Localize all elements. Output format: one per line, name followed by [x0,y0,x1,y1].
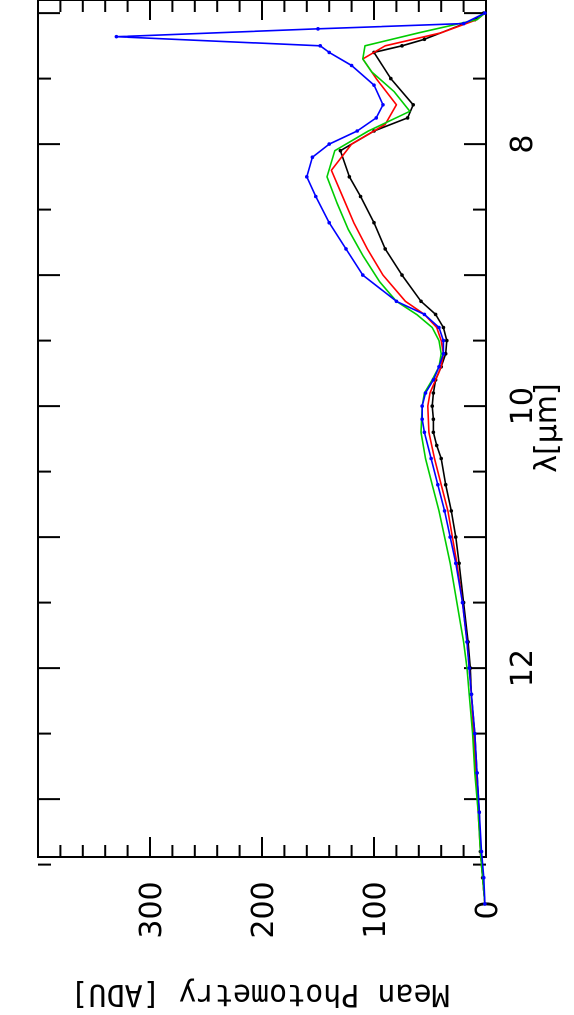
series-point-4 [114,34,119,39]
series-point-4 [431,378,436,382]
series-point-4 [318,44,323,48]
series-point-4 [483,11,487,15]
series-point-4 [305,175,309,179]
series-point-1 [411,103,416,107]
series-point-4 [429,456,433,461]
series-point-1 [431,391,436,395]
series-point-4 [349,63,354,68]
series-point-4 [423,391,428,395]
series-line-1 [339,12,486,904]
series-point-1 [434,443,439,448]
series-point-1 [433,312,438,317]
series-point-1 [358,194,363,199]
series-point-4 [327,220,332,225]
series-point-1 [419,299,423,304]
series-point-1 [347,175,352,179]
series-point-4 [344,247,348,251]
adu-tick-label: 300 [134,881,169,938]
tick-labels: 8 10 12 0 100 200 300 [134,135,540,939]
series-point-4 [467,666,472,670]
series-point-4 [483,902,487,906]
series-point-1 [453,535,458,539]
series-point-4 [477,810,482,814]
series-point-4 [437,365,441,369]
series-line-4 [115,12,486,904]
series-point-1 [400,44,404,48]
series-point-4 [453,561,458,566]
series-point-4 [461,21,466,26]
series-point-4 [313,194,318,199]
series-point-4 [420,417,424,422]
series-point-1 [443,482,448,487]
series-line-3 [326,12,486,904]
series-point-4 [441,351,446,356]
series-point-1 [372,220,376,225]
series-point-4 [310,155,315,159]
adu-tick-label: 200 [246,881,281,938]
series-point-4 [481,875,486,880]
series-point-4 [355,129,360,133]
series-point-1 [383,247,388,251]
axis-ticks [38,0,487,866]
series-point-1 [422,37,427,42]
series-point-4 [420,404,424,408]
series-point-4 [442,509,447,513]
series-point-1 [338,148,343,153]
y-axis-label: Mean Photometry [ADU] [70,977,449,1012]
series-point-4 [327,142,332,146]
series-point-4 [465,640,469,644]
series-point-4 [436,482,440,487]
series-point-1 [430,404,435,408]
series-point-4 [437,325,441,330]
series-point-4 [475,771,479,775]
series-point-4 [448,535,452,539]
series-point-4 [473,731,477,736]
x-axis-label: λ[μm] [529,383,564,472]
plot-frame [37,0,487,858]
series-point-4 [441,338,446,343]
series-point-4 [381,103,385,107]
series-point-4 [374,116,379,120]
series-point-4 [479,849,484,854]
series-point-4 [422,430,427,435]
series-point-1 [445,338,449,343]
lambda-tick-label: 10 [505,387,540,425]
series-point-1 [431,430,436,435]
adu-tick-label: 0 [470,900,505,919]
series-line-2 [330,12,486,904]
lambda-tick-label: 8 [505,135,540,154]
series-layer [114,11,487,906]
series-point-4 [422,312,427,317]
series-point-1 [405,116,410,120]
lambda-tick-label: 12 [505,649,540,687]
series-point-4 [460,600,465,605]
series-point-4 [394,299,399,304]
series-point-4 [316,27,320,31]
series-point-1 [439,456,444,461]
series-point-1 [457,561,461,566]
series-point-1 [441,325,446,330]
series-point-1 [431,417,436,422]
series-point-1 [400,273,404,277]
series-point-4 [327,50,332,55]
series-point-1 [389,76,393,81]
series-point-4 [372,83,376,87]
series-point-1 [449,509,454,513]
series-point-4 [361,273,365,277]
adu-tick-label: 100 [358,881,393,938]
series-point-4 [469,692,474,697]
